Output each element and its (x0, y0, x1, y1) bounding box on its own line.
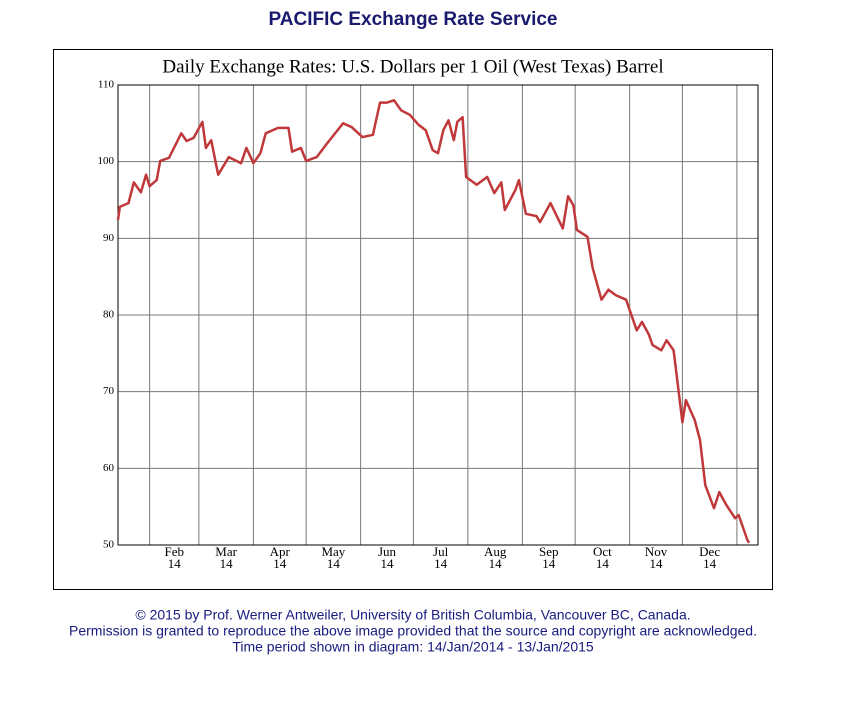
x-tick-year: 14 (434, 556, 448, 571)
x-tick-year: 14 (220, 556, 234, 571)
plot-border (117, 84, 759, 546)
x-tick-label: Jul (433, 544, 449, 559)
x-tick-year: 14 (489, 556, 503, 571)
x-tick-label: Mar (215, 544, 237, 559)
x-tick-label: Apr (270, 544, 291, 559)
y-tick-label: 90 (103, 232, 115, 244)
y-tick-label: 80 (103, 309, 115, 321)
x-tick-year: 14 (596, 556, 610, 571)
x-tick-label: Dec (699, 544, 720, 559)
footer-line: © 2015 by Prof. Werner Antweiler, Univer… (135, 607, 690, 623)
x-tick-year: 14 (381, 556, 395, 571)
y-tick-label: 110 (98, 79, 115, 91)
data-line (116, 99, 751, 544)
x-tick-year: 14 (168, 556, 182, 571)
x-tick-label: Sep (539, 544, 559, 559)
x-tick-year: 14 (650, 556, 664, 571)
y-tick-label: 50 (103, 539, 115, 551)
x-tick-year: 14 (542, 556, 556, 571)
x-tick-label: Oct (593, 544, 612, 559)
y-tick-label: 60 (103, 462, 115, 474)
x-tick-year: 14 (327, 556, 341, 571)
x-tick-label: Jun (378, 544, 397, 559)
x-tick-label: May (321, 544, 345, 559)
footer-line: Time period shown in diagram: 14/Jan/201… (232, 639, 594, 655)
y-tick-label: 70 (103, 385, 115, 397)
x-tick-label: Feb (165, 544, 185, 559)
y-tick-label: 100 (98, 155, 115, 167)
x-tick-year: 14 (273, 556, 287, 571)
x-tick-label: Nov (645, 544, 668, 559)
x-tick-year: 14 (703, 556, 717, 571)
chart-title: Daily Exchange Rates: U.S. Dollars per 1… (162, 56, 663, 77)
page-title: PACIFIC Exchange Rate Service (269, 9, 558, 30)
footer-line: Permission is granted to reproduce the a… (69, 623, 757, 639)
x-tick-label: Aug (484, 544, 507, 559)
